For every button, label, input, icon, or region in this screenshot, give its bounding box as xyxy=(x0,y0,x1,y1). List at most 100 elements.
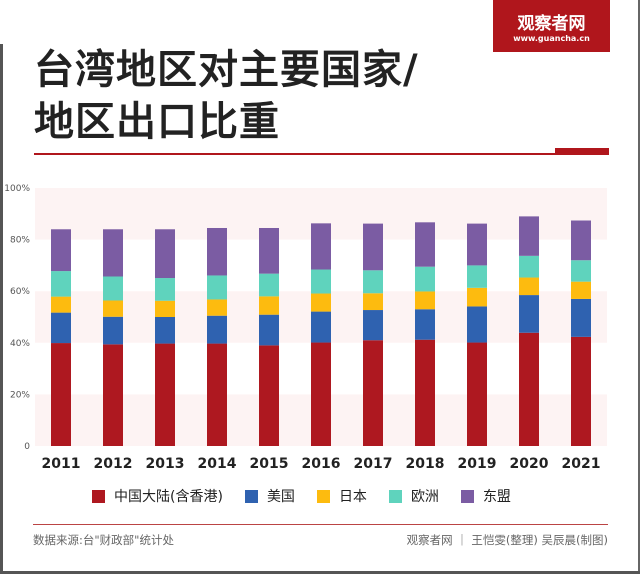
legend-label: 中国大陆(含香港) xyxy=(114,489,223,505)
title-line-1: 台湾地区对主要国家/ xyxy=(34,47,419,93)
legend-label: 欧洲 xyxy=(410,489,439,505)
bar-segment-2016-3 xyxy=(311,269,331,294)
bar-segment-2018-4 xyxy=(415,222,435,267)
chart-title: 台湾地区对主要国家/ 地区出口比重 xyxy=(34,44,419,148)
bar-segment-2011-2 xyxy=(51,296,71,313)
footer-source: 数据来源:台"财政部"统计处 xyxy=(33,533,174,547)
bar-segment-2018-2 xyxy=(415,291,435,310)
title-line-2: 地区出口比重 xyxy=(34,99,280,145)
x-tick-label: 2014 xyxy=(198,456,237,472)
bar-segment-2013-1 xyxy=(155,317,175,344)
bar-segment-2019-3 xyxy=(467,265,487,288)
frame-border-left xyxy=(0,44,3,574)
legend-item: 美国 xyxy=(244,486,295,506)
logo-url: www.guancha.cn xyxy=(513,34,590,43)
x-tick-label: 2019 xyxy=(458,456,497,472)
y-tick-label: 100% xyxy=(4,184,30,194)
legend-swatch xyxy=(244,489,258,503)
bar-segment-2012-0 xyxy=(103,344,123,446)
legend-label: 日本 xyxy=(338,489,367,505)
legend-swatch xyxy=(460,489,474,503)
y-tick-label: 20% xyxy=(10,390,30,400)
bar-segment-2014-2 xyxy=(207,299,227,316)
x-tick-label: 2021 xyxy=(562,456,601,472)
bar-segment-2020-3 xyxy=(519,255,539,278)
bar-segment-2019-1 xyxy=(467,306,487,343)
title-divider xyxy=(34,153,609,155)
legend-swatch xyxy=(92,489,105,503)
bar-segment-2016-2 xyxy=(311,293,331,312)
bar-segment-2020-2 xyxy=(519,277,539,296)
bar-segment-2017-4 xyxy=(363,223,383,271)
bar-segment-2018-3 xyxy=(415,266,435,292)
bar-segment-2011-0 xyxy=(51,343,71,446)
y-tick-label: 40% xyxy=(10,339,30,349)
stacked-bar-chart: 0 20% 40% 60% 80% 100% 2011 2012 2013 2014 2015 201… xyxy=(4,184,607,472)
bar-segment-2021-4 xyxy=(571,220,591,261)
bar-segment-2020-0 xyxy=(519,332,539,446)
logo-name: 观察者网 xyxy=(517,14,586,34)
footer-credit: 观察者网 ｜ 王恺雯(整理) 吴辰晨(制图) xyxy=(406,533,608,547)
bar-segment-2021-0 xyxy=(571,336,591,446)
legend-item: 东盟 xyxy=(460,486,511,506)
bar-segment-2013-4 xyxy=(155,229,175,279)
bar-segment-2012-2 xyxy=(103,300,123,317)
y-tick-label: 0 xyxy=(24,442,30,452)
bar-segment-2011-4 xyxy=(51,229,71,272)
bar-segment-2018-1 xyxy=(415,309,435,340)
bar-segment-2014-0 xyxy=(207,343,227,446)
bar-segment-2015-0 xyxy=(259,345,279,446)
x-tick-label: 2013 xyxy=(146,456,185,472)
y-tick-label: 80% xyxy=(10,236,30,246)
bar-segment-2015-4 xyxy=(259,227,279,274)
x-tick-label: 2011 xyxy=(42,456,81,472)
legend: 中国大陆(含香港) 美国 日本 欧洲 东盟 xyxy=(92,486,533,506)
x-tick-label: 2020 xyxy=(510,456,549,472)
bar-segment-2011-3 xyxy=(51,271,71,297)
bar-segment-2016-4 xyxy=(311,223,331,270)
bar-segment-2014-3 xyxy=(207,275,227,300)
bar-segment-2013-3 xyxy=(155,278,175,301)
bar-segment-2013-0 xyxy=(155,343,175,446)
x-tick-label: 2017 xyxy=(354,456,393,472)
logo: 观察者网 www.guancha.cn xyxy=(493,0,610,52)
bar-segment-2014-4 xyxy=(207,227,227,276)
legend-item: 日本 xyxy=(316,486,367,506)
bar-segment-2013-2 xyxy=(155,300,175,317)
bar-segment-2016-0 xyxy=(311,342,331,446)
bar-segment-2015-3 xyxy=(259,273,279,297)
x-tick-label: 2016 xyxy=(302,456,341,472)
bar-segment-2021-3 xyxy=(571,260,591,282)
bar-segment-2019-2 xyxy=(467,287,487,307)
bar-segment-2019-0 xyxy=(467,342,487,446)
x-tick-label: 2018 xyxy=(406,456,445,472)
footer-divider xyxy=(33,524,608,525)
bar-segment-2012-3 xyxy=(103,276,123,301)
legend-swatch xyxy=(316,489,330,503)
bar-segment-2020-1 xyxy=(519,295,539,333)
bar-segment-2011-1 xyxy=(51,312,71,344)
bar-segment-2018-0 xyxy=(415,339,435,446)
bar-segment-2015-1 xyxy=(259,314,279,346)
bar-segment-2021-1 xyxy=(571,298,591,337)
bar-segment-2017-1 xyxy=(363,310,383,341)
bar-segment-2020-4 xyxy=(519,216,539,256)
legend-item: 中国大陆(含香港) xyxy=(92,486,223,506)
bar-segment-2017-0 xyxy=(363,340,383,446)
title-divider-accent xyxy=(555,148,609,155)
x-tick-label: 2015 xyxy=(250,456,289,472)
bar-segment-2017-2 xyxy=(363,293,383,311)
frame-border-right xyxy=(638,0,640,574)
frame-border-bottom xyxy=(0,571,640,574)
y-tick-label: 60% xyxy=(10,287,30,297)
bar-segment-2014-1 xyxy=(207,315,227,344)
bar-segment-2016-1 xyxy=(311,311,331,343)
bar-segment-2012-4 xyxy=(103,229,123,277)
legend-swatch xyxy=(388,489,402,503)
bar-segment-2012-1 xyxy=(103,316,123,345)
x-tick-label: 2012 xyxy=(94,456,133,472)
bar-segment-2019-4 xyxy=(467,223,487,266)
bar-segment-2021-2 xyxy=(571,281,591,299)
bar-segment-2017-3 xyxy=(363,270,383,294)
bar-segment-2015-2 xyxy=(259,296,279,315)
